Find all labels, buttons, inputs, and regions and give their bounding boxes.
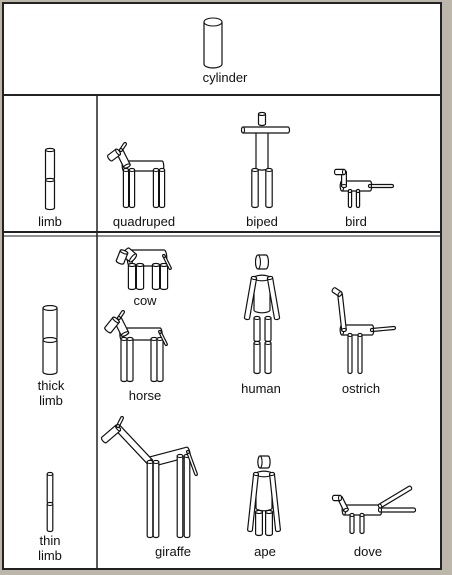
cylinder-part <box>183 453 191 539</box>
cylinder-part <box>377 485 413 509</box>
cylinder-figure <box>203 17 223 69</box>
cow-figure <box>115 247 172 291</box>
cylinder-part <box>122 167 130 209</box>
label-biped: biped <box>246 214 278 229</box>
cylinder-part <box>331 287 343 297</box>
cylinder-part <box>146 459 154 539</box>
cylinder-part <box>265 509 273 537</box>
quadruped-figure <box>107 141 166 209</box>
cylinder-part <box>42 336 58 376</box>
ostrich-figure <box>331 287 397 375</box>
cylinder-part <box>359 512 365 535</box>
cylinder-part <box>159 262 169 291</box>
limb-figure <box>44 147 56 211</box>
cylinder-part <box>126 336 134 383</box>
cylinder-part <box>254 254 270 270</box>
cylinder-part <box>116 309 126 321</box>
label-limb: limb <box>38 214 62 229</box>
cylinder-part <box>46 471 54 505</box>
cylinder-part <box>44 147 56 181</box>
horse-figure <box>104 309 168 383</box>
ape-figure <box>247 455 281 537</box>
cylinder-part <box>253 315 261 343</box>
giraffe-figure <box>100 415 198 539</box>
cylinder-part <box>347 188 353 209</box>
cylinder-part <box>120 336 128 383</box>
cylinder-part <box>264 340 272 375</box>
cylinder-part <box>253 340 261 375</box>
cylinder-part <box>116 415 124 429</box>
cylinder-part <box>255 127 269 171</box>
cylinder-part <box>266 275 281 321</box>
thin-limb-figure <box>46 471 54 533</box>
cylinder-part <box>377 507 417 513</box>
cylinder-part <box>44 177 56 211</box>
cylinder-part <box>104 316 120 334</box>
cylinder-part <box>128 167 136 209</box>
cylinder-part <box>240 126 291 134</box>
cylinder-part <box>156 336 164 383</box>
cylinder-part <box>265 167 273 209</box>
cylinder-part <box>251 167 259 209</box>
cylinder-part <box>331 494 343 502</box>
cylinder-part <box>135 262 145 291</box>
cylinder-part <box>357 332 363 375</box>
cylinder-part <box>176 453 184 539</box>
human-figure <box>243 254 281 375</box>
biped-figure <box>240 111 291 209</box>
cylinder-part <box>46 501 54 533</box>
label-cow: cow <box>133 293 157 308</box>
label-giraffe: giraffe <box>155 544 191 559</box>
cylinder-part <box>257 111 267 127</box>
label-cylinder: cylinder <box>202 70 248 85</box>
cylinder-part <box>264 315 272 343</box>
cylinder-part <box>253 274 271 314</box>
cylinder-part <box>118 141 128 153</box>
cylinder-part <box>150 336 158 383</box>
cylinder-part <box>158 329 168 347</box>
cylinder-part <box>333 168 347 176</box>
cylinder-part <box>257 455 271 469</box>
dove-wings <box>377 485 413 509</box>
cylinder-part <box>247 471 259 533</box>
cylinder-part <box>186 449 198 477</box>
label-ape: ape <box>254 544 276 559</box>
diagram-frame <box>2 2 442 570</box>
label-dove: dove <box>353 544 383 559</box>
bird-figure <box>333 168 395 209</box>
cylinder-part <box>115 249 129 265</box>
cylinder-part <box>243 275 258 321</box>
cylinder-part <box>107 148 121 162</box>
label-thick-limb: thick limb <box>37 378 65 408</box>
cylinder-part <box>269 471 281 533</box>
cylinder-part <box>151 262 161 291</box>
label-bird: bird <box>345 214 367 229</box>
cylinder-part <box>127 262 137 291</box>
cylinder-part <box>355 188 361 209</box>
cylinder-part <box>255 509 263 537</box>
label-thin-limb: thin limb <box>38 533 62 563</box>
cylinder-part <box>347 332 353 375</box>
cylinder-part <box>152 167 160 209</box>
cylinder-part <box>152 459 160 539</box>
cylinder-part <box>42 304 58 342</box>
cylinder-part <box>158 167 166 209</box>
label-horse: horse <box>128 388 162 403</box>
label-human: human <box>241 381 281 396</box>
cylinder-part <box>369 325 397 333</box>
thick-limb-figure <box>42 304 58 376</box>
cylinder-part <box>162 253 172 271</box>
cylinder-part <box>349 512 355 535</box>
label-ostrich: ostrich <box>341 381 381 396</box>
cylinder-part <box>367 183 395 189</box>
label-quadruped: quadruped <box>112 214 176 229</box>
